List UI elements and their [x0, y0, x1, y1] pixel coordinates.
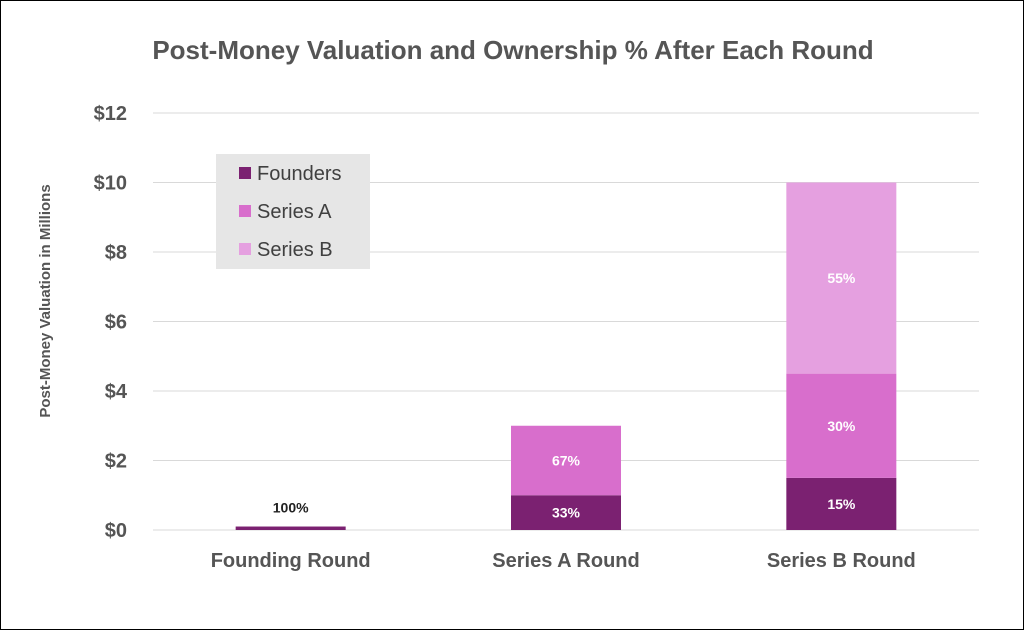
- x-tick-label: Series B Round: [767, 550, 916, 572]
- data-label: 100%: [273, 500, 309, 516]
- legend-label: Series B: [257, 239, 333, 261]
- legend-label: Founders: [257, 163, 342, 185]
- y-tick-label: $12: [94, 103, 127, 125]
- legend-swatch: [239, 167, 251, 179]
- bar-founders: [786, 477, 897, 530]
- legend-swatch: [239, 243, 251, 255]
- data-labels: 100% 33% 67% 15% 30% 55%: [273, 270, 856, 521]
- y-tick-label: $6: [105, 312, 127, 334]
- y-tick-label: $0: [105, 520, 127, 542]
- bar-founders: [235, 526, 346, 530]
- x-axis-ticks: Founding Round Series A Round Series B Rou…: [211, 550, 916, 572]
- bar-series-b: [786, 182, 897, 374]
- y-tick-label: $10: [94, 173, 127, 195]
- y-axis-label: Post-Money Valuation in Millions: [37, 184, 54, 417]
- data-label: 30%: [827, 418, 856, 434]
- legend-label: Series A: [257, 201, 332, 223]
- chart-title: Post-Money Valuation and Ownership % Aft…: [152, 35, 873, 65]
- legend: Founders Series A Series B: [216, 154, 370, 269]
- bar-series-a: [511, 425, 621, 496]
- x-tick-label: Series A Round: [492, 550, 639, 572]
- bar-founders: [511, 495, 621, 530]
- y-tick-label: $4: [105, 381, 128, 403]
- data-label: 33%: [552, 505, 581, 521]
- legend-swatch: [239, 205, 251, 217]
- x-tick-label: Founding Round: [211, 550, 371, 572]
- bars: [235, 182, 897, 530]
- data-label: 67%: [552, 453, 581, 469]
- bar-series-a: [786, 373, 897, 478]
- y-axis-ticks: $0 $2 $4 $6 $8 $10 $12: [94, 103, 128, 542]
- data-label: 55%: [827, 270, 856, 286]
- y-tick-label: $8: [105, 242, 127, 264]
- y-tick-label: $2: [105, 451, 127, 473]
- data-label: 15%: [827, 496, 856, 512]
